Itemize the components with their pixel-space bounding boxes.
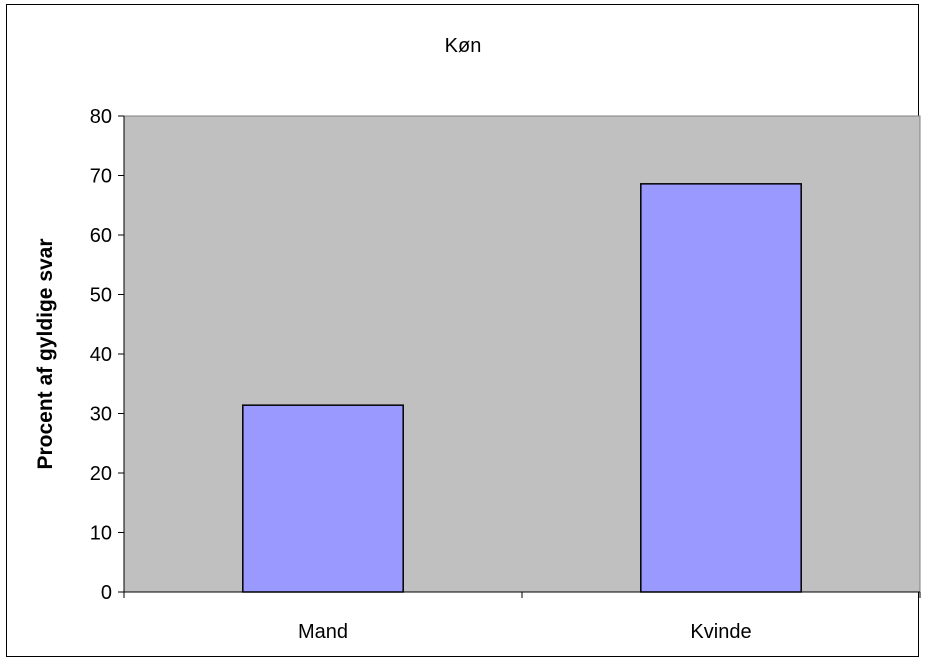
chart-title: Køn — [445, 35, 482, 57]
bar-kvinde — [640, 183, 802, 593]
y-tick-label: 70 — [90, 166, 112, 188]
y-tick-label: 80 — [90, 106, 112, 128]
x-ticks-layer: Mand Kvinde — [123, 592, 921, 643]
x-tick-label: Mand — [298, 621, 348, 643]
y-tick-label: 40 — [90, 344, 112, 366]
y-tick-label: 50 — [90, 285, 112, 307]
x-tick-label: Kvinde — [690, 621, 751, 643]
y-tick-label: 10 — [90, 523, 112, 545]
y-tick-label: 30 — [90, 404, 112, 426]
y-ticks-layer: 0 10 20 30 40 50 60 70 80 — [90, 106, 124, 604]
bar-mand — [242, 404, 404, 593]
y-tick-label: 60 — [90, 225, 112, 247]
y-axis-label: Procent af gyldige svar — [34, 238, 57, 469]
y-tick-label: 20 — [90, 463, 112, 485]
y-tick-label: 0 — [101, 582, 112, 604]
bars-layer — [242, 183, 802, 593]
